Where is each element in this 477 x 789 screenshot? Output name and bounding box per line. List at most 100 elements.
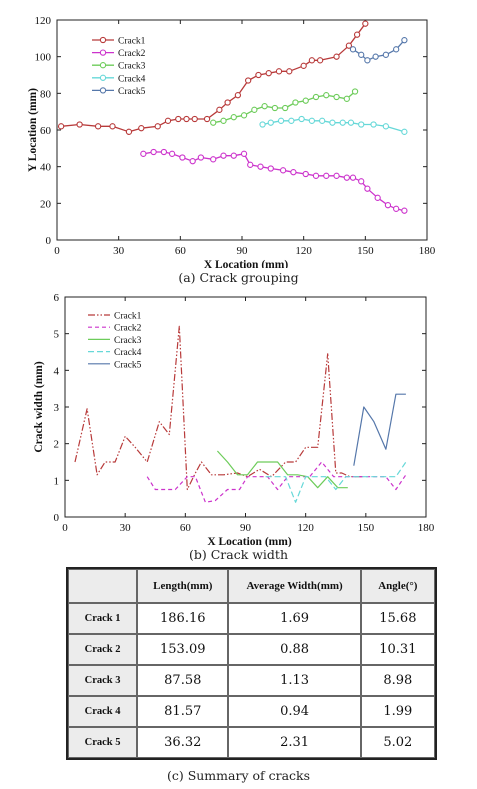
series-line-crack1 [74, 325, 364, 491]
data-point-crack2 [364, 185, 371, 192]
data-point-crack1 [286, 68, 293, 75]
legend-label-crack5: Crack5 [114, 360, 142, 370]
legend-label-crack2: Crack2 [114, 324, 142, 334]
y-tick-label: 40 [40, 162, 52, 174]
table-row: Crack 1 186.16 1.69 15.68 [68, 603, 435, 634]
data-point-crack3 [302, 97, 309, 104]
data-point-crack2 [393, 205, 400, 212]
data-point-crack1 [191, 115, 198, 123]
data-point-crack3 [351, 88, 359, 95]
data-point-crack2 [230, 152, 237, 159]
legend-marker-crack4 [99, 74, 107, 81]
data-point-crack1 [125, 128, 133, 135]
cell-length: 81.57 [137, 696, 229, 727]
cell-average-width: 0.88 [228, 634, 361, 665]
data-point-crack3 [333, 93, 340, 101]
data-point-crack2 [179, 154, 186, 161]
data-point-crack3 [271, 104, 279, 112]
y-tick-label: 20 [40, 198, 52, 210]
data-point-crack4 [347, 119, 355, 126]
crack-summary-table: Length(mm) Average Width(mm) Angle(°) Cr… [66, 567, 437, 760]
data-point-crack1 [316, 57, 324, 64]
data-point-crack2 [349, 174, 357, 181]
caption-crack-grouping: (a) Crack grouping [178, 270, 299, 285]
x-tick-label: 30 [120, 522, 132, 534]
data-point-crack4 [382, 123, 390, 130]
y-tick-label: 6 [54, 292, 60, 304]
legend-marker-crack5 [99, 87, 107, 94]
data-point-crack4 [267, 119, 274, 126]
data-point-crack1 [94, 123, 102, 130]
data-point-crack2 [279, 167, 287, 174]
crack-width-chart: 0 30 60 90 120 150 180 0 1 2 3 4 5 6 X Location (mm) Cr… [33, 292, 435, 547]
y-tick-label: 3 [54, 402, 60, 414]
legend-label-crack1: Crack1 [118, 37, 146, 47]
x-tick-label: 90 [237, 245, 249, 257]
caption-summary-of-cracks: (c) Summary of cracks [166, 768, 311, 783]
data-point-crack5 [382, 51, 390, 58]
data-point-crack5 [393, 46, 400, 53]
data-point-crack3 [240, 112, 248, 119]
legend-marker-crack3 [99, 62, 107, 69]
row-label: Crack 5 [68, 727, 138, 758]
data-point-crack1 [265, 70, 272, 77]
legend-marker-crack1 [99, 36, 107, 44]
table-row: Crack 3 87.58 1.13 8.98 [68, 665, 435, 696]
cell-angle: 10.31 [360, 634, 435, 665]
crack-grouping-chart: 0 30 60 90 120 150 180 0 20 40 60 80 100 120 X Locatio… [27, 15, 436, 268]
data-point-crack1 [353, 31, 361, 38]
cell-average-width: 2.31 [228, 727, 361, 758]
data-point-crack4 [259, 121, 266, 128]
data-point-crack2 [240, 150, 248, 157]
cell-average-width: 0.94 [228, 696, 361, 727]
x-axis-title: X Location (mm) [204, 259, 288, 268]
table-header-row: Length(mm) Average Width(mm) Angle(°) [68, 569, 435, 603]
x-tick-label: 90 [240, 522, 252, 534]
data-point-crack3 [230, 114, 237, 121]
cell-angle: 8.98 [360, 665, 435, 696]
legend-label-crack2: Crack2 [118, 49, 146, 59]
data-point-crack3 [292, 99, 299, 106]
cell-length: 186.16 [137, 603, 229, 634]
data-point-crack1 [164, 117, 172, 124]
data-point-crack1 [203, 115, 211, 123]
series-line-crack2 [146, 461, 407, 503]
data-point-crack4 [288, 117, 295, 124]
data-point-crack2 [302, 170, 309, 178]
cell-angle: 15.68 [360, 603, 435, 634]
y-tick-label: 5 [54, 329, 60, 341]
data-point-crack3 [220, 117, 227, 124]
data-point-crack2 [168, 150, 176, 157]
column-header-length: Length(mm) [137, 569, 229, 603]
x-tick-label: 30 [113, 245, 125, 257]
cell-length: 153.09 [137, 634, 229, 665]
data-point-crack2 [401, 207, 408, 214]
data-point-crack1 [154, 123, 161, 130]
y-tick-label: 1 [54, 475, 60, 487]
data-point-crack2 [197, 154, 205, 161]
legend-label-crack4: Crack4 [114, 348, 142, 358]
cell-average-width: 1.69 [228, 603, 361, 634]
data-point-crack2 [323, 172, 330, 179]
y-tick-label: 120 [35, 15, 52, 27]
column-header-average-width: Average Width(mm) [228, 569, 361, 603]
caption-crack-width: (b) Crack width [188, 547, 289, 562]
column-header-angle: Angle(°) [360, 569, 435, 603]
data-point-crack5 [401, 37, 408, 44]
legend-label-crack3: Crack3 [118, 62, 146, 72]
data-point-crack1 [245, 77, 252, 84]
data-point-crack5 [372, 53, 379, 60]
legend-marker-crack2 [99, 49, 107, 56]
data-point-crack4 [319, 117, 326, 124]
y-tick-label: 2 [54, 439, 60, 451]
data-point-crack1 [76, 121, 83, 128]
data-point-crack4 [308, 117, 316, 124]
data-point-crack3 [251, 106, 258, 113]
data-point-crack3 [323, 92, 330, 99]
data-point-crack5 [364, 57, 371, 64]
data-point-crack2 [374, 194, 381, 201]
data-point-crack1 [183, 115, 190, 123]
data-point-crack3 [312, 93, 320, 101]
cell-average-width: 1.13 [228, 665, 361, 696]
data-point-crack2 [140, 150, 147, 157]
